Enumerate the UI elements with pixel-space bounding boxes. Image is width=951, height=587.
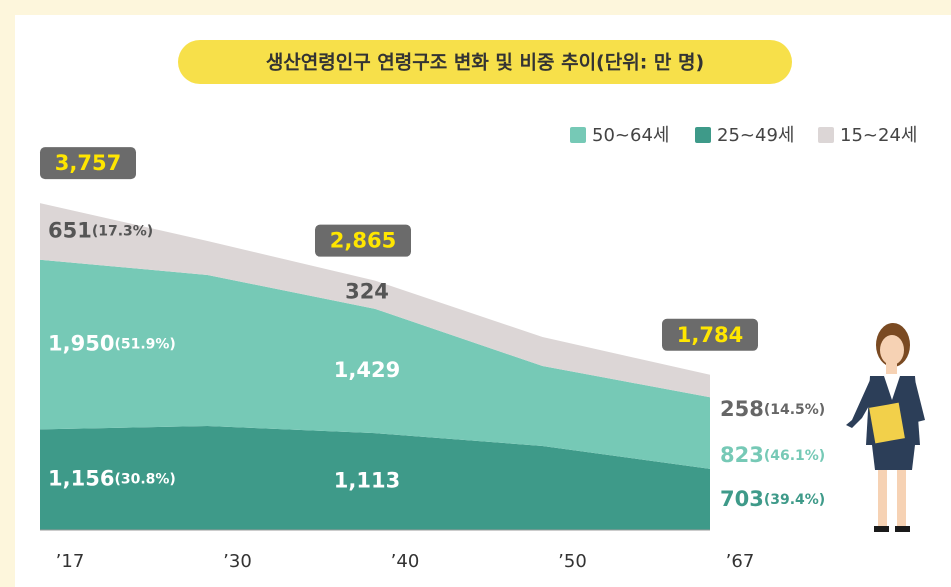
value-number: 703 xyxy=(720,487,764,511)
value-number: 1,950 xyxy=(48,332,114,356)
legend-label: 25~49세 xyxy=(717,125,794,146)
share-label: (14.5%) xyxy=(764,402,825,418)
value-number: 1,113 xyxy=(334,469,400,493)
value-number: 823 xyxy=(720,443,764,467)
value-number: 1,156 xyxy=(48,467,114,491)
chart-title: 생산연령인구 연령구조 변화 및 비중 추이(단위: 만 명) xyxy=(266,52,704,74)
legend-swatch xyxy=(695,127,711,143)
x-tick-label: ’40 xyxy=(391,551,420,572)
value-number: 1,429 xyxy=(334,358,400,382)
share-label: (51.9%) xyxy=(114,337,175,353)
total-label: 2,865 xyxy=(330,229,396,253)
x-tick-label: ’17 xyxy=(56,551,85,572)
page: {"chart_data": {"type": "stacked-area", … xyxy=(0,0,951,587)
value-number: 324 xyxy=(345,280,389,304)
legend-label: 50~64세 xyxy=(592,125,669,146)
value-label: 324 xyxy=(345,280,389,304)
total-label: 1,784 xyxy=(677,323,743,347)
value-number: 651 xyxy=(48,218,92,242)
share-label: (39.4%) xyxy=(764,492,825,508)
share-label: (30.8%) xyxy=(114,472,175,488)
legend-swatch xyxy=(818,127,834,143)
x-tick-label: ’67 xyxy=(726,551,755,572)
value-label: 1,113 xyxy=(334,469,400,493)
share-label: (17.3%) xyxy=(92,223,153,239)
value-label: 1,429 xyxy=(334,358,400,382)
value-number: 258 xyxy=(720,397,764,421)
chart: 생산연령인구 연령구조 변화 및 비중 추이(단위: 만 명) ’17 ’30 ’4… xyxy=(0,0,951,587)
total-label: 3,757 xyxy=(55,151,121,175)
legend-label: 15~24세 xyxy=(840,125,917,146)
legend-swatch xyxy=(570,127,586,143)
share-label: (46.1%) xyxy=(764,448,825,464)
x-tick-label: ’30 xyxy=(223,551,252,572)
x-tick-label: ’50 xyxy=(558,551,587,572)
